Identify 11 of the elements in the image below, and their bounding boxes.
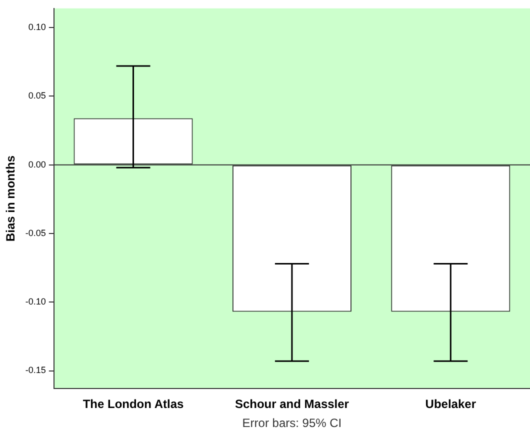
y-tick-label: -0.15 bbox=[25, 365, 46, 376]
y-tick-label: 0.00 bbox=[28, 159, 46, 170]
y-tick-label: -0.05 bbox=[25, 228, 46, 238]
y-axis-title: Bias in months bbox=[4, 155, 18, 242]
y-tick-label: -0.10 bbox=[25, 296, 46, 307]
y-tick-label: 0.05 bbox=[28, 90, 46, 101]
x-tick-label: Ubelaker bbox=[425, 397, 476, 412]
x-tick-label: The London Atlas bbox=[82, 397, 184, 412]
x-tick-label: Schour and Massler bbox=[234, 397, 350, 412]
text: Error bars: 95% CI bbox=[242, 416, 342, 430]
y-tick-label: 0.10 bbox=[28, 22, 46, 32]
